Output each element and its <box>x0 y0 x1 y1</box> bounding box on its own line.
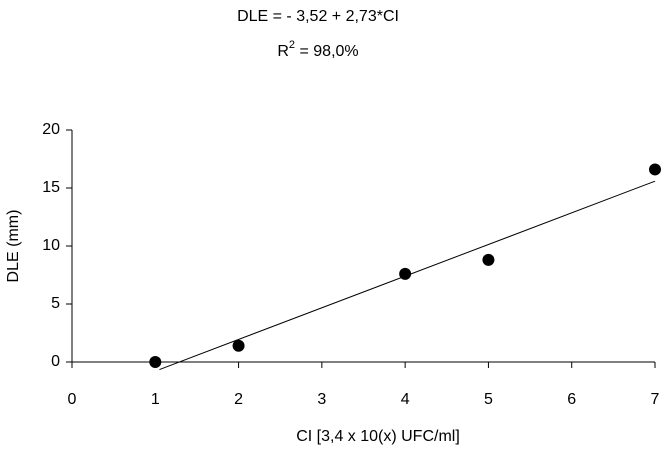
y-tick-label: 10 <box>42 237 60 254</box>
chart-subtitle: R2 = 98,0% <box>277 39 358 60</box>
x-tick-label: 3 <box>317 391 326 408</box>
x-tick-label: 6 <box>567 391 576 408</box>
x-tick-label: 1 <box>151 391 160 408</box>
chart-title: DLE = - 3,52 + 2,73*CI <box>237 8 399 25</box>
x-tick-label: 7 <box>651 391 660 408</box>
x-tick-label: 2 <box>234 391 243 408</box>
y-axis-label: DLE (mm) <box>5 210 22 283</box>
subtitle-part: = 98,0% <box>295 43 359 60</box>
subtitle-part: R <box>277 43 289 60</box>
x-tick-label: 0 <box>68 391 77 408</box>
subtitle-part: 2 <box>289 39 295 51</box>
data-point <box>649 163 661 176</box>
data-point <box>232 339 245 352</box>
y-tick-label: 20 <box>42 121 60 138</box>
y-tick-label: 15 <box>42 179 60 196</box>
x-axis-label: CI [3,4 x 10(x) UFC/ml] <box>296 428 460 445</box>
y-tick-label: 0 <box>51 353 60 370</box>
data-point <box>149 356 162 368</box>
x-tick-label: 5 <box>484 391 493 408</box>
y-tick-label: 5 <box>51 295 60 312</box>
x-tick-label: 4 <box>401 391 410 408</box>
data-point <box>399 267 412 280</box>
data-point <box>482 253 495 266</box>
